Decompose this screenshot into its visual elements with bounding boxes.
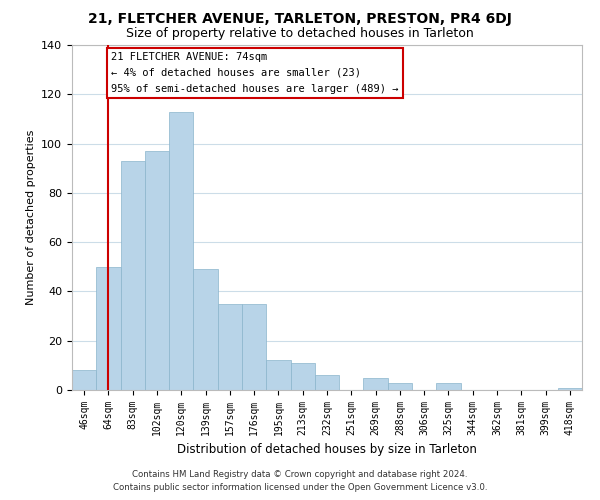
Bar: [315, 375, 339, 390]
Bar: [145, 151, 169, 390]
Bar: [121, 161, 145, 390]
Bar: [364, 378, 388, 390]
Bar: [436, 382, 461, 390]
Bar: [266, 360, 290, 390]
Text: 21 FLETCHER AVENUE: 74sqm
← 4% of detached houses are smaller (23)
95% of semi-d: 21 FLETCHER AVENUE: 74sqm ← 4% of detach…: [111, 52, 398, 94]
Bar: [193, 269, 218, 390]
Y-axis label: Number of detached properties: Number of detached properties: [26, 130, 35, 305]
Bar: [290, 363, 315, 390]
Bar: [218, 304, 242, 390]
Text: 21, FLETCHER AVENUE, TARLETON, PRESTON, PR4 6DJ: 21, FLETCHER AVENUE, TARLETON, PRESTON, …: [88, 12, 512, 26]
Text: Contains HM Land Registry data © Crown copyright and database right 2024.
Contai: Contains HM Land Registry data © Crown c…: [113, 470, 487, 492]
Text: Size of property relative to detached houses in Tarleton: Size of property relative to detached ho…: [126, 28, 474, 40]
Bar: [96, 267, 121, 390]
Bar: [242, 304, 266, 390]
X-axis label: Distribution of detached houses by size in Tarleton: Distribution of detached houses by size …: [177, 444, 477, 456]
Bar: [169, 112, 193, 390]
Bar: [72, 370, 96, 390]
Bar: [388, 382, 412, 390]
Bar: [558, 388, 582, 390]
